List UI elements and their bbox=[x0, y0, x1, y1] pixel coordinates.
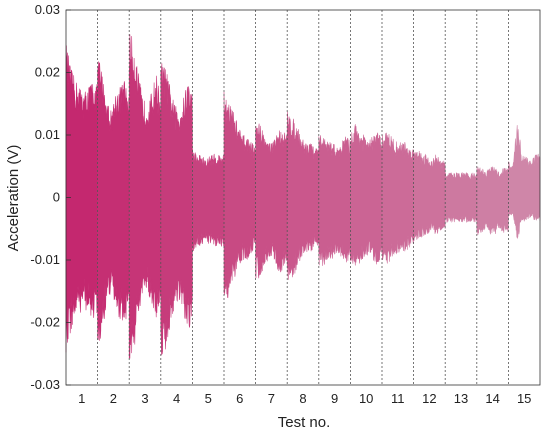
plot-area bbox=[65, 34, 541, 359]
test-separators bbox=[97, 10, 509, 385]
signal-test-9 bbox=[318, 135, 351, 266]
y-tick-label: 0.02 bbox=[35, 65, 60, 80]
y-tick-label: 0.03 bbox=[35, 2, 60, 17]
x-tick-label: 15 bbox=[517, 391, 531, 406]
signal-test-1 bbox=[65, 45, 98, 353]
y-tick-label: -0.02 bbox=[30, 315, 60, 330]
x-tick-label: 9 bbox=[331, 391, 338, 406]
signal-test-2 bbox=[97, 61, 130, 341]
y-tick-label: -0.03 bbox=[30, 377, 60, 392]
axis-labels: Test no. Acceleration (V) bbox=[5, 145, 330, 431]
signal-test-8 bbox=[286, 111, 320, 280]
signal-test-7 bbox=[255, 123, 288, 279]
signal-test-4 bbox=[160, 63, 193, 356]
x-axis-label: Test no. bbox=[278, 414, 331, 431]
x-tick-label: 6 bbox=[236, 391, 243, 406]
axes: 0.030.020.010-0.01-0.02-0.031 2 3 4 5 6 7 8 9 10 1… bbox=[30, 2, 541, 406]
y-axis-label: Acceleration (V) bbox=[5, 145, 22, 252]
signal-test-14 bbox=[476, 166, 509, 236]
x-tick-label: 1 bbox=[78, 391, 85, 406]
x-tick-label: 11 bbox=[391, 391, 405, 406]
x-tick-label: 4 bbox=[173, 391, 180, 406]
signal-test-3 bbox=[128, 34, 162, 359]
x-tick-label: 10 bbox=[359, 391, 373, 406]
x-tick-label: 12 bbox=[422, 391, 436, 406]
x-tick-label: 14 bbox=[485, 391, 499, 406]
x-tick-label: 7 bbox=[268, 391, 275, 406]
y-tick-label: -0.01 bbox=[30, 252, 60, 267]
signal-test-13 bbox=[444, 171, 478, 224]
x-tick-label: 2 bbox=[110, 391, 117, 406]
signal-test-6 bbox=[223, 91, 256, 299]
signal-test-11 bbox=[381, 132, 414, 264]
signal-test-15 bbox=[508, 125, 541, 240]
signal-test-5 bbox=[192, 148, 225, 252]
x-tick-label: 3 bbox=[141, 391, 148, 406]
signal-test-10 bbox=[350, 124, 383, 266]
signal-test-12 bbox=[413, 150, 446, 242]
y-tick-label: 0 bbox=[53, 190, 60, 205]
x-tick-label: 8 bbox=[299, 391, 306, 406]
x-tick-label: 5 bbox=[205, 391, 212, 406]
y-tick-label: 0.01 bbox=[35, 127, 60, 142]
x-tick-label: 13 bbox=[454, 391, 468, 406]
